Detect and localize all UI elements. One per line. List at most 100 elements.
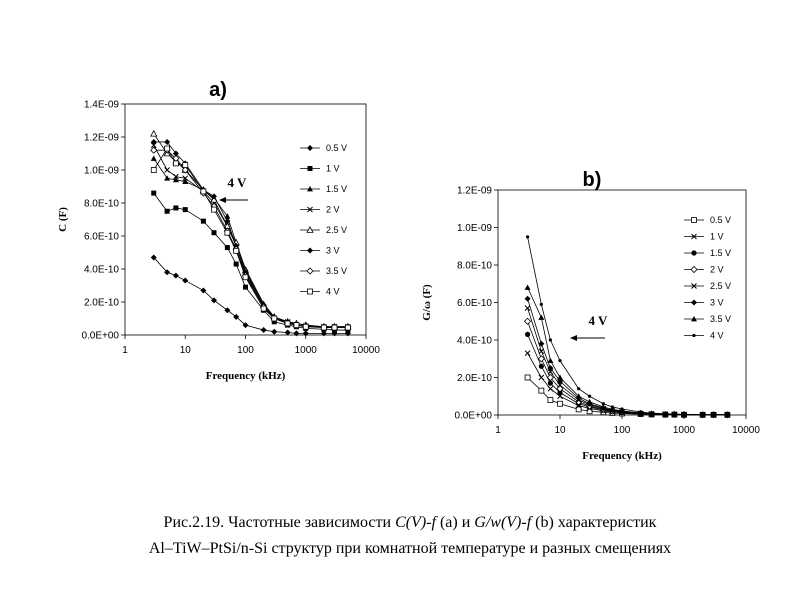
legend-label: 1 V xyxy=(710,232,724,242)
series-2_5V xyxy=(524,305,731,418)
legend-swatch-marker xyxy=(691,299,697,306)
data-point xyxy=(164,145,171,152)
data-point xyxy=(320,324,327,331)
annotation-arrow-head xyxy=(570,335,577,341)
data-point xyxy=(224,307,231,314)
legend: 0.5 V 1 V 1.5 V 2 V 2.5 V 3 V 3.5 V 4 V xyxy=(300,143,347,297)
x-tick-label: 100 xyxy=(237,345,254,356)
data-point xyxy=(320,330,327,337)
data-point xyxy=(547,380,553,386)
data-point xyxy=(150,129,158,137)
chart-b: 0.0E+00 2.0E-10 4.0E-10 6.0E-10 8.0E-10 1.0E-… xyxy=(421,169,760,462)
caption-cv: C(V)-f xyxy=(395,514,436,531)
data-point xyxy=(538,387,545,394)
annotation: 4 V xyxy=(570,313,608,341)
data-point xyxy=(284,329,291,336)
data-point xyxy=(224,218,231,225)
series-2_5V xyxy=(150,129,352,330)
legend-swatch-marker xyxy=(690,265,698,274)
legend-swatch-marker xyxy=(307,247,313,254)
caption-line-2: Al–TiW–PtSi/n-Si структур при комнатной … xyxy=(148,540,672,557)
data-point xyxy=(725,413,729,417)
y-tick-label: 2.0E-10 xyxy=(457,373,492,384)
data-point xyxy=(539,302,543,306)
legend-swatch-marker xyxy=(306,226,314,233)
data-point xyxy=(711,413,716,417)
data-point xyxy=(150,146,158,154)
data-point xyxy=(151,190,157,196)
y-tick-label: 0.0E+00 xyxy=(81,331,119,342)
legend: 0.5 V 1 V 1.5 V 2 V 2.5 V 3 V 3.5 V 4 V xyxy=(684,215,731,341)
legend-swatch-marker xyxy=(307,166,313,171)
data-point xyxy=(556,385,564,393)
x-tick-label: 100 xyxy=(614,425,631,436)
series-line xyxy=(527,298,728,416)
caption-gw: G/w(V)-f xyxy=(474,514,532,531)
data-point xyxy=(164,208,170,214)
series-4V xyxy=(525,235,729,417)
data-point xyxy=(610,405,614,409)
x-tick-label: 1000 xyxy=(673,425,696,436)
data-point xyxy=(557,374,563,380)
legend-swatch-marker xyxy=(307,288,313,295)
data-point xyxy=(600,403,607,410)
series-1_5V xyxy=(150,155,351,330)
data-point xyxy=(524,317,532,325)
data-point xyxy=(293,322,300,329)
data-point xyxy=(150,155,157,161)
data-point xyxy=(164,269,171,276)
series-0_5V xyxy=(150,254,351,337)
legend-label: 1 V xyxy=(326,164,340,174)
caption-line-1: Рис.2.19. Частотные зависимости C(V)-f (… xyxy=(60,510,760,536)
caption-suffix: (b) характеристик xyxy=(531,514,657,531)
legend-label: 3 V xyxy=(326,246,340,256)
data-point xyxy=(172,272,179,279)
data-point xyxy=(200,188,207,195)
data-point xyxy=(260,327,267,334)
data-point xyxy=(172,150,179,157)
y-tick-label: 1.0E-09 xyxy=(457,223,492,234)
series-line xyxy=(153,147,348,328)
legend-label: 1.5 V xyxy=(326,184,347,194)
series-line xyxy=(527,308,728,416)
data-point xyxy=(558,359,562,363)
data-point xyxy=(649,411,654,415)
data-point xyxy=(164,167,170,173)
x-axis-label: Frequency (kHz) xyxy=(582,450,662,462)
plot-area xyxy=(124,103,367,336)
legend-label: 2 V xyxy=(710,265,724,275)
series-4V xyxy=(150,145,351,331)
data-point xyxy=(164,138,171,145)
data-point xyxy=(557,382,563,388)
data-point xyxy=(547,397,554,403)
annotation-arrow-head xyxy=(219,197,226,203)
caption-mid: (a) и xyxy=(435,514,475,531)
data-point xyxy=(620,407,624,411)
data-point xyxy=(260,305,267,312)
x-tick-label: 10000 xyxy=(732,425,760,436)
legend-label: 1.5 V xyxy=(710,248,731,258)
data-point xyxy=(525,235,530,239)
annotation: 4 V xyxy=(219,175,248,203)
data-point xyxy=(150,142,157,149)
y-tick-label: 6.0E-10 xyxy=(84,232,119,243)
series-3V xyxy=(524,295,731,418)
data-point xyxy=(586,398,593,405)
y-tick-label: 1.2E-09 xyxy=(457,186,492,197)
legend-label: 0.5 V xyxy=(326,143,347,153)
legend-label: 3 V xyxy=(710,298,724,308)
legend-label: 4 V xyxy=(326,287,340,297)
series-line xyxy=(527,287,728,416)
y-tick-label: 8.0E-10 xyxy=(457,261,492,272)
data-point xyxy=(284,320,291,327)
data-point xyxy=(575,393,582,399)
y-tick-label: 8.0E-10 xyxy=(84,199,119,210)
data-point xyxy=(546,373,554,382)
data-point xyxy=(173,173,179,180)
legend-label: 2.5 V xyxy=(326,225,347,235)
legend-swatch-marker xyxy=(691,217,697,223)
x-tick-label: 10 xyxy=(180,345,192,356)
data-point xyxy=(524,350,531,356)
data-point xyxy=(200,287,207,294)
